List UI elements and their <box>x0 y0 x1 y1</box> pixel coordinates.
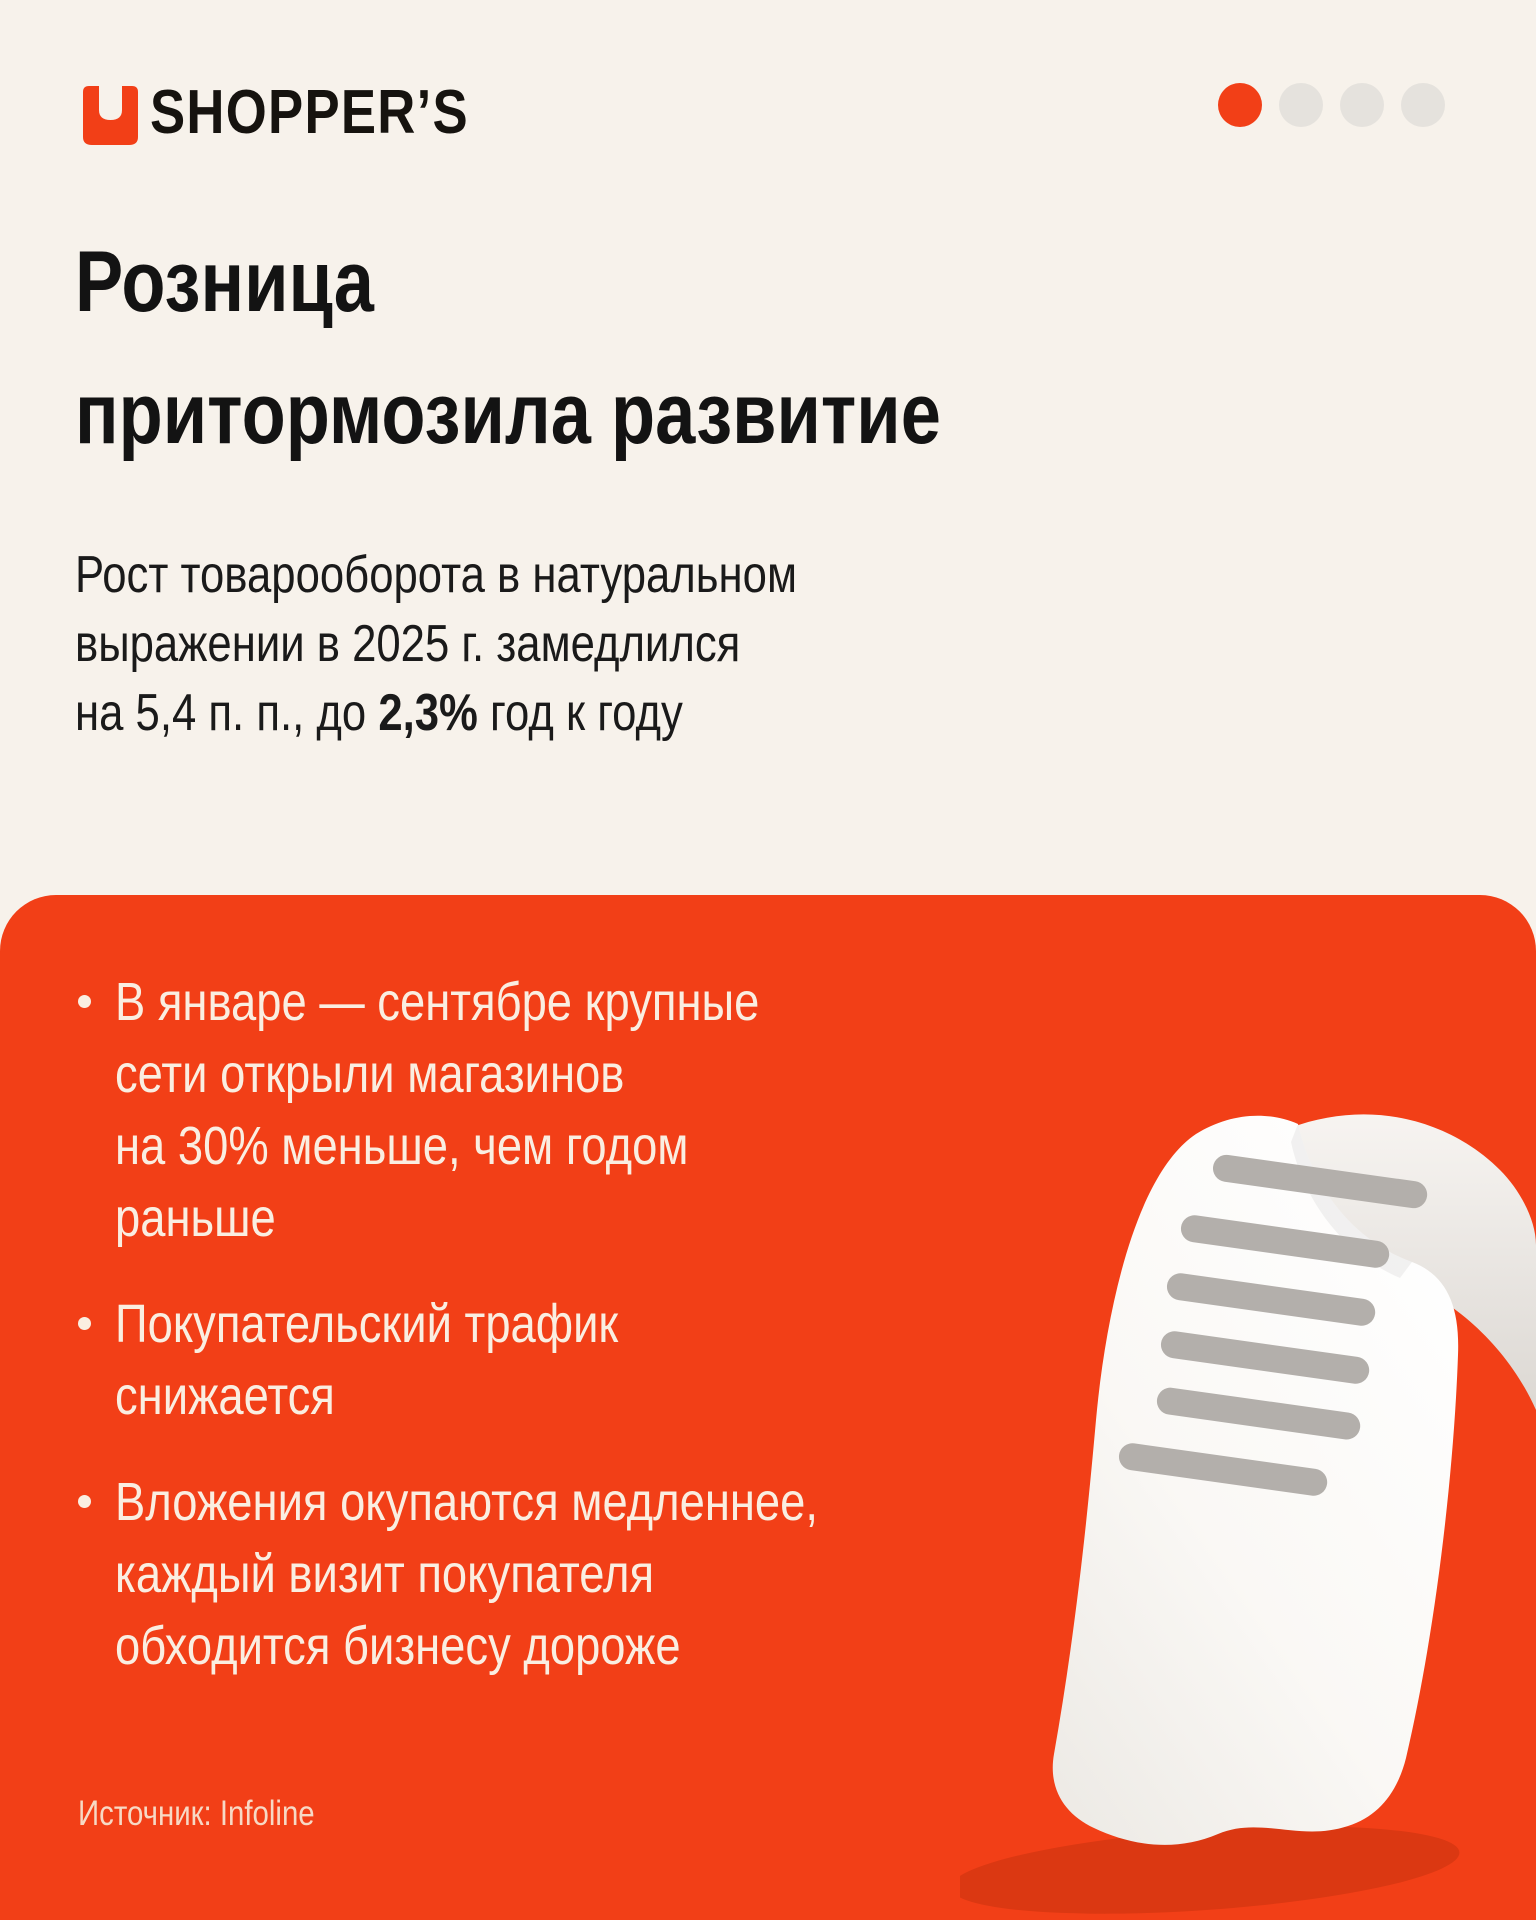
list-item: Покупательский трафик снижается <box>78 1288 938 1432</box>
page-title: Розница притормозила развитие <box>75 216 1106 480</box>
source-note: Источник: Infoline <box>78 1792 360 1836</box>
bullet-marker <box>78 1317 91 1330</box>
subtitle-line: Рост товарооборота в натуральном <box>75 546 797 604</box>
list-item: Вложения окупаются медленнее, каждый виз… <box>78 1466 938 1682</box>
shopping-bag-icon <box>83 86 138 145</box>
receipt-line <box>1166 1273 1376 1326</box>
brand-name: SHOPPER’S <box>150 78 469 147</box>
brand-logo: SHOPPER’S <box>83 78 525 148</box>
bullet-text: В январе — сентябре крупные сети открыли… <box>115 966 882 1254</box>
receipt-line <box>1118 1443 1328 1496</box>
bullet-line: обходится бизнесу дороже <box>115 1616 681 1676</box>
bullet-line: В январе — сентябре крупные <box>115 972 760 1032</box>
receipt-line <box>1156 1387 1361 1440</box>
receipt-line <box>1180 1215 1390 1268</box>
receipt-line <box>1160 1331 1370 1384</box>
bullet-line: на 30% меньше, чем годом <box>115 1116 689 1176</box>
receipt-fold-shade <box>1291 1124 1412 1278</box>
pagination-dot-active <box>1218 83 1262 127</box>
subtitle-text: на 5,4 п. п., до <box>75 684 379 742</box>
subtitle-line: на 5,4 п. п., до 2,3% год к году <box>75 679 797 748</box>
bullet-line: каждый визит покупателя <box>115 1544 655 1604</box>
title-line: притормозила развитие <box>75 366 941 462</box>
receipt-3d-illustration <box>960 1090 1536 1920</box>
list-item: В январе — сентябре крупные сети открыли… <box>78 966 938 1254</box>
bullet-line: Вложения окупаются медленнее, <box>115 1472 819 1532</box>
subtitle-text: год к году <box>477 684 683 742</box>
bullet-marker <box>78 1495 91 1508</box>
bullet-text: Покупательский трафик снижается <box>115 1288 714 1432</box>
pagination-dots <box>1218 83 1445 127</box>
pagination-dot <box>1340 83 1384 127</box>
pagination-dot <box>1401 83 1445 127</box>
bullet-line: сети открыли магазинов <box>115 1044 625 1104</box>
source-text: Источник: Infoline <box>78 1794 315 1833</box>
bullet-list: В январе — сентябре крупные сети открыли… <box>78 966 938 1716</box>
title-line: Розница <box>75 234 374 330</box>
subtitle-line: выражении в 2025 г. замедлился <box>75 615 741 673</box>
bullet-line: снижается <box>115 1366 335 1426</box>
subtitle: Рост товарооборота в натуральном выражен… <box>75 541 935 748</box>
receipt-line <box>1212 1154 1428 1209</box>
subtitle-highlight: 2,3% <box>378 684 478 742</box>
bullet-line: Покупательский трафик <box>115 1294 619 1354</box>
bullet-text: Вложения окупаются медленнее, каждый виз… <box>115 1466 952 1682</box>
receipt-shadow <box>960 1826 1460 1914</box>
bullet-line: раньше <box>115 1188 276 1248</box>
bullet-marker <box>78 995 91 1008</box>
pagination-dot <box>1279 83 1323 127</box>
